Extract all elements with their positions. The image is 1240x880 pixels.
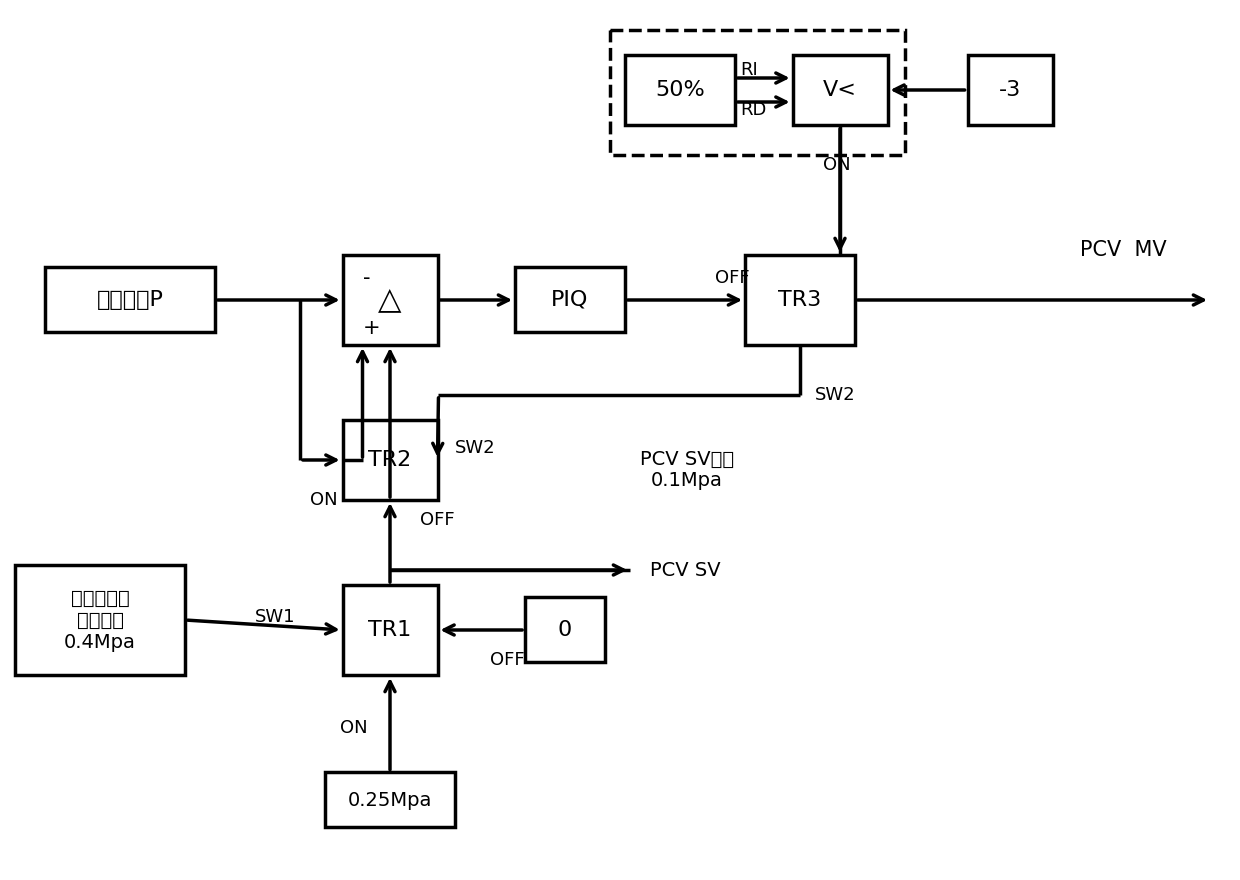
- Bar: [792, 55, 888, 125]
- Text: 冷却蒸汽P: 冷却蒸汽P: [97, 290, 164, 310]
- Text: OFF: OFF: [420, 511, 455, 529]
- Bar: [15, 565, 185, 675]
- Text: OFF: OFF: [715, 269, 750, 287]
- Text: ON: ON: [310, 491, 337, 509]
- Text: 0: 0: [558, 620, 572, 640]
- Text: 中压缸进汽
压力小于
0.4Mpa: 中压缸进汽 压力小于 0.4Mpa: [64, 589, 136, 651]
- Bar: [515, 268, 625, 333]
- Text: -: -: [363, 268, 371, 288]
- Bar: [342, 420, 438, 500]
- Text: RI: RI: [740, 61, 758, 79]
- Bar: [745, 255, 856, 345]
- Bar: [525, 598, 605, 663]
- Bar: [45, 268, 215, 333]
- Bar: [342, 255, 438, 345]
- Text: RD: RD: [740, 101, 766, 119]
- Bar: [342, 585, 438, 675]
- Text: ON: ON: [340, 719, 367, 737]
- Text: PCV SV: PCV SV: [650, 561, 720, 580]
- Text: SW2: SW2: [815, 386, 856, 404]
- Text: SW2: SW2: [455, 439, 496, 457]
- Bar: [625, 55, 735, 125]
- Text: SW1: SW1: [255, 608, 295, 626]
- Text: PIQ: PIQ: [552, 290, 589, 310]
- Text: TR1: TR1: [368, 620, 412, 640]
- Text: -3: -3: [999, 80, 1021, 100]
- Bar: [610, 30, 905, 155]
- Text: 0.25Mpa: 0.25Mpa: [347, 790, 433, 810]
- Text: PCV  MV: PCV MV: [1080, 240, 1167, 260]
- Bar: [325, 773, 455, 827]
- Text: OFF: OFF: [490, 651, 525, 669]
- Text: 50%: 50%: [655, 80, 704, 100]
- Text: PCV SV小于
0.1Mpa: PCV SV小于 0.1Mpa: [640, 450, 734, 490]
- Text: +: +: [363, 318, 381, 338]
- Text: △: △: [378, 285, 402, 314]
- Bar: [967, 55, 1053, 125]
- Text: ON: ON: [823, 156, 851, 174]
- Text: V<: V<: [823, 80, 857, 100]
- Text: TR2: TR2: [368, 450, 412, 470]
- Text: TR3: TR3: [779, 290, 822, 310]
